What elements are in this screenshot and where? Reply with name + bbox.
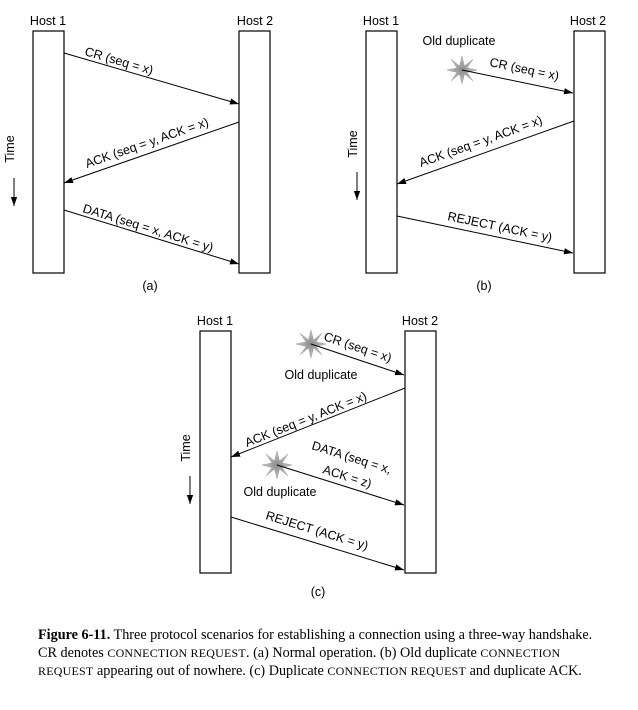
panel-b-time-label: Time xyxy=(346,130,360,157)
panel-c: Host 1 Host 2 Time Old duplicate CR (seq… xyxy=(179,314,438,599)
panel-a-cr-arrow xyxy=(63,52,240,105)
caption-text-2: . (a) Normal operation. (b) Old duplicat… xyxy=(245,645,481,661)
panel-b-host2-timeline xyxy=(573,30,606,274)
panel-a-host2-timeline xyxy=(238,30,271,274)
panel-c-host2-timeline xyxy=(404,330,437,574)
panel-b-reject-label: REJECT (ACK = y) xyxy=(446,209,553,244)
panel-a-tag: (a) xyxy=(142,279,157,293)
panel-a-data-label: DATA (seq = x, ACK = y) xyxy=(81,201,215,254)
panel-a: Host 1 Host 2 Time CR (seq = x) ACK (seq… xyxy=(3,14,273,293)
panel-a-host1-label: Host 1 xyxy=(30,14,66,28)
panel-c-old-duplicate-cr-label: Old duplicate xyxy=(285,368,358,382)
panel-b: Host 1 Host 2 Time Old duplicate CR (seq… xyxy=(346,14,606,293)
panel-c-time-axis: Time xyxy=(179,434,194,504)
panel-b-old-duplicate-label: Old duplicate xyxy=(423,34,496,48)
caption-text-1: Three protocol scenarios for establishin… xyxy=(38,627,593,661)
panel-b-cr-label: CR (seq = x) xyxy=(488,55,560,83)
panel-b-cr-arrow xyxy=(461,69,574,95)
panel-c-data-arrow xyxy=(276,464,405,506)
panel-c-old-duplicate-ack-label: Old duplicate xyxy=(244,485,317,499)
panel-a-ack-arrow xyxy=(63,121,240,184)
panel-a-cr-label: CR (seq = x) xyxy=(83,44,155,77)
panel-b-reject-arrow xyxy=(396,215,574,255)
panel-a-data-arrow xyxy=(63,209,240,265)
panel-b-tag: (b) xyxy=(476,279,491,293)
panel-c-reject-arrow xyxy=(230,516,405,571)
caption-text-3: appearing out of nowhere. (c) Duplicate xyxy=(93,663,328,679)
caption-smallcaps-2: CONNECTION REQUEST xyxy=(38,646,561,678)
panel-c-time-label: Time xyxy=(179,434,193,461)
panel-a-ack-label: ACK (seq = y, ACK = x) xyxy=(83,115,210,171)
panel-c-reject-label: REJECT (ACK = y) xyxy=(264,508,370,552)
figure-caption: Figure 6-11. Three protocol scenarios fo… xyxy=(38,626,608,680)
panel-b-host1-timeline xyxy=(365,30,398,274)
panel-c-tag: (c) xyxy=(311,585,326,599)
panel-c-ack-label: ACK (seq = y, ACK = x) xyxy=(243,389,369,450)
panel-a-time-label: Time xyxy=(3,135,17,162)
caption-text-4: and duplicate ACK. xyxy=(466,663,582,679)
panel-c-host1-label: Host 1 xyxy=(197,314,233,328)
panel-c-host1-timeline xyxy=(199,330,232,574)
panel-b-ack-arrow xyxy=(396,120,575,185)
panel-a-time-axis: Time xyxy=(3,135,18,206)
panel-c-host2-label: Host 2 xyxy=(402,314,438,328)
handshake-diagram: Host 1 Host 2 Time CR (seq = x) ACK (seq… xyxy=(3,14,606,599)
figure-label: Figure 6-11. xyxy=(38,627,111,643)
panel-b-time-axis: Time xyxy=(346,130,361,200)
panel-c-ack-arrow xyxy=(230,387,406,458)
panel-b-host2-label: Host 2 xyxy=(570,14,606,28)
caption-smallcaps-1: CONNECTION REQUEST xyxy=(107,646,246,660)
panel-b-ack-label: ACK (seq = y, ACK = x) xyxy=(417,113,544,170)
panel-a-host1-timeline xyxy=(32,30,65,274)
panel-a-host2-label: Host 2 xyxy=(237,14,273,28)
panel-b-host1-label: Host 1 xyxy=(363,14,399,28)
panel-c-cr-arrow xyxy=(310,343,405,376)
caption-smallcaps-3: CONNECTION REQUEST xyxy=(327,664,467,678)
